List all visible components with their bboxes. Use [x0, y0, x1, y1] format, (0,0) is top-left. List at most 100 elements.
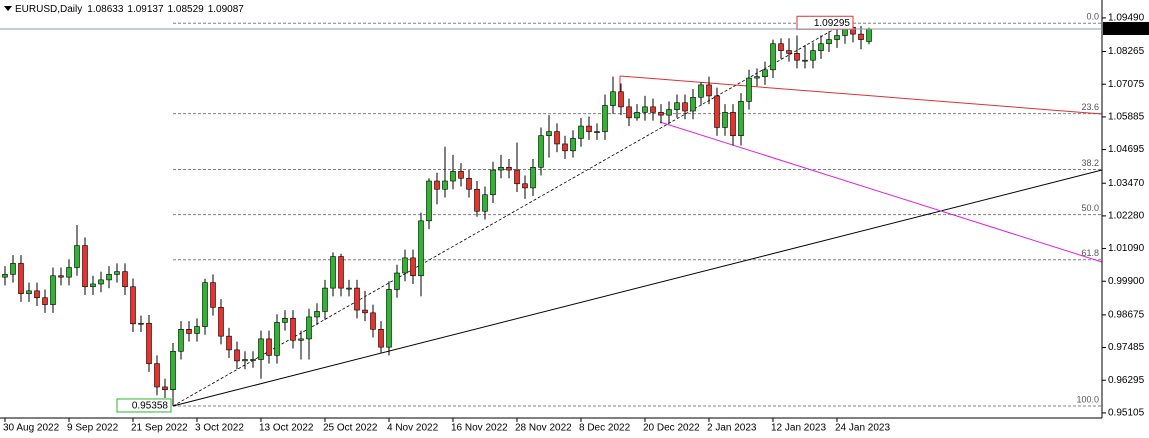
candle-body: [714, 95, 720, 128]
candle-body: [394, 272, 400, 290]
candle-body: [506, 166, 512, 171]
fib-low-label: 0.95358: [132, 401, 169, 412]
candle-body: [338, 256, 344, 289]
candle-body: [266, 338, 272, 356]
candle-body: [570, 138, 576, 152]
header-open: 1.08633: [87, 4, 124, 15]
candle-body: [354, 287, 360, 311]
y-tick-label: 0.97485: [1108, 342, 1145, 353]
header-close: 1.09087: [208, 4, 245, 15]
fib-high-label: 1.09295: [814, 18, 851, 29]
candle-body: [810, 50, 816, 61]
candle-body: [250, 359, 256, 361]
candle-body: [650, 106, 656, 113]
candle-body: [442, 180, 448, 190]
trendline: [172, 169, 1102, 407]
candle-body: [498, 166, 504, 171]
candle-body: [362, 309, 368, 314]
x-tick-label: 8 Dec 2022: [579, 423, 631, 434]
candle-body: [802, 59, 808, 62]
fib-level-label: 50.0: [1081, 203, 1099, 213]
candle-body: [90, 283, 96, 288]
candle-body: [122, 271, 128, 288]
candle-body: [642, 106, 648, 113]
candle-body: [538, 135, 544, 168]
candle-body: [106, 274, 112, 281]
candle-body: [466, 177, 472, 190]
candle-body: [330, 256, 336, 289]
candle-body: [306, 316, 312, 340]
x-tick-label: 2 Jan 2023: [707, 423, 757, 434]
candle-body: [834, 35, 840, 40]
x-tick-label: 28 Nov 2022: [515, 423, 572, 434]
candle-body: [530, 166, 536, 189]
candle-body: [698, 84, 704, 98]
x-tick-label: 9 Sep 2022: [67, 423, 119, 434]
trendline: [659, 121, 1102, 263]
candle-body: [322, 287, 328, 312]
candle-body: [386, 289, 392, 348]
candle-body: [210, 282, 216, 308]
candle-body: [274, 322, 280, 356]
fib-level-label: 38.2: [1081, 158, 1099, 168]
candle-body: [794, 53, 800, 61]
candle-body: [434, 180, 440, 190]
candle-body: [826, 39, 832, 45]
candle-body: [2, 274, 8, 278]
candle-body: [42, 297, 48, 305]
candle-body: [186, 329, 192, 334]
candle-body: [170, 350, 176, 391]
x-tick-label: 16 Nov 2022: [451, 423, 508, 434]
y-tick-label: 0.95105: [1108, 408, 1145, 419]
candle-body: [98, 279, 104, 285]
y-tick-label: 1.08265: [1108, 46, 1145, 57]
y-tick-label: 1.02280: [1108, 211, 1145, 222]
candle-body: [290, 318, 296, 341]
candle-body: [50, 275, 56, 305]
candle-body: [778, 43, 784, 51]
candle-body: [314, 311, 320, 318]
candle-body: [762, 69, 768, 77]
candle-body: [370, 312, 376, 330]
fib-level-label: 23.6: [1081, 102, 1099, 112]
candle-body: [258, 338, 264, 360]
candle-body: [514, 169, 520, 185]
fib-low-box: [116, 398, 172, 413]
y-tick-label: 0.96295: [1108, 375, 1145, 386]
candle-body: [658, 112, 664, 116]
trendline: [619, 75, 1102, 115]
candle-body: [130, 286, 136, 325]
candle-body: [202, 282, 208, 327]
candle-body: [114, 271, 120, 275]
candle-body: [690, 96, 696, 112]
candle-body: [626, 106, 632, 119]
candle-body: [218, 307, 224, 337]
candle-body: [610, 91, 616, 106]
candle-body: [818, 43, 824, 51]
candle-body: [674, 102, 680, 110]
candle-body: [666, 109, 672, 116]
candle-body: [74, 245, 80, 268]
candle-body: [226, 335, 232, 351]
candle-body: [866, 28, 872, 42]
candle-body: [522, 183, 528, 189]
y-tick-label: 1.03470: [1108, 178, 1145, 189]
candle-body: [754, 76, 760, 79]
candle-body: [402, 257, 408, 274]
candle-body: [578, 125, 584, 139]
candle-body: [298, 338, 304, 341]
candle-body: [746, 77, 752, 102]
x-tick-label: 3 Oct 2022: [195, 423, 244, 434]
trendlines: [172, 22, 1102, 407]
candle-body: [738, 101, 744, 137]
y-tick-label: 1.01090: [1108, 243, 1145, 254]
candle-body: [138, 322, 144, 325]
fib-trendline: [172, 22, 846, 407]
fibonacci: 0.0 23.6 38.2 50.0 61.8 100.0: [173, 12, 1102, 407]
candle-body: [82, 245, 88, 288]
current-price-box: [1103, 21, 1149, 35]
candle-body: [722, 112, 728, 128]
x-tick-label: 25 Oct 2022: [323, 423, 378, 434]
candle-body: [18, 263, 24, 294]
candle-body: [146, 322, 152, 364]
